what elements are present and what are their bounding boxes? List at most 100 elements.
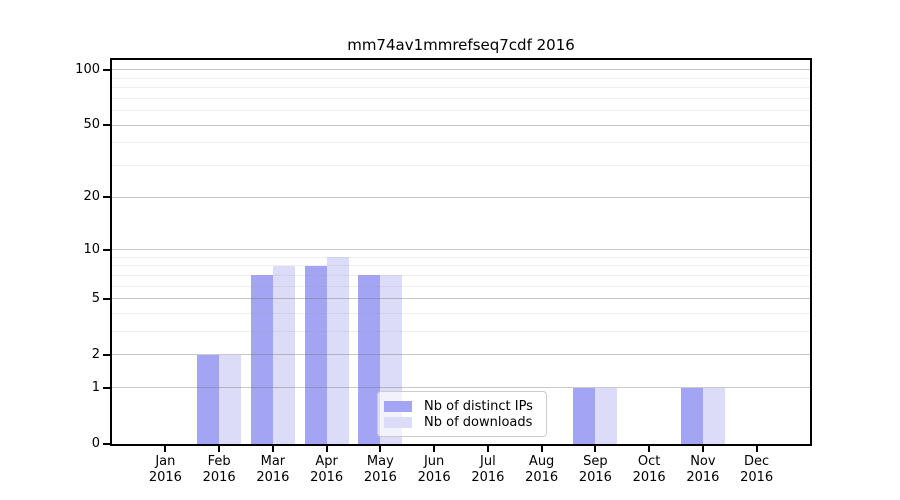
x-axis-tick-jun bbox=[433, 446, 436, 452]
y-axis-tick-20 bbox=[103, 196, 111, 199]
x-tick-month-mar: Mar bbox=[260, 454, 286, 469]
y-tick-label-20: 20 bbox=[83, 189, 100, 205]
gridline-minor-90 bbox=[112, 77, 810, 79]
x-axis-tick-may bbox=[379, 446, 382, 452]
x-tick-month-nov: Nov bbox=[690, 454, 716, 469]
gridline-minor-40 bbox=[112, 142, 810, 144]
legend-label-downloads: Nb of downloads bbox=[424, 415, 533, 430]
gridline-minor-9 bbox=[112, 256, 810, 258]
x-axis-tick-sep bbox=[594, 446, 597, 452]
x-axis-tick-aug bbox=[540, 446, 543, 452]
y-tick-label-2: 2 bbox=[91, 346, 100, 362]
x-axis-tick-dec bbox=[755, 446, 758, 452]
bar-distinct-ips-nov bbox=[680, 387, 703, 444]
gridline-major-10 bbox=[112, 249, 810, 251]
y-tick-label-10: 10 bbox=[83, 241, 100, 257]
gridline-minor-3 bbox=[112, 331, 810, 333]
gridline-major-20 bbox=[112, 196, 810, 198]
x-tick-label-apr: Apr 2016 bbox=[295, 454, 359, 486]
x-tick-month-jun: Jun bbox=[423, 454, 445, 469]
x-tick-year-may: 2016 bbox=[363, 470, 397, 485]
gridline-minor-8 bbox=[112, 265, 810, 267]
x-tick-label-sep: Sep 2016 bbox=[563, 454, 627, 486]
gridline-minor-30 bbox=[112, 165, 810, 167]
bar-downloads-sep bbox=[595, 387, 618, 444]
x-tick-label-jan: Jan 2016 bbox=[133, 454, 197, 486]
x-tick-month-jul: Jul bbox=[480, 454, 496, 469]
x-tick-year-jul: 2016 bbox=[471, 470, 505, 485]
x-tick-month-feb: Feb bbox=[207, 454, 231, 469]
gridline-minor-7 bbox=[112, 274, 810, 276]
y-tick-label-100: 100 bbox=[75, 61, 100, 77]
x-tick-year-dec: 2016 bbox=[740, 470, 774, 485]
legend-item-distinct-ips: Nb of distinct IPs bbox=[384, 399, 538, 414]
x-tick-month-dec: Dec bbox=[744, 454, 770, 469]
x-tick-label-aug: Aug 2016 bbox=[510, 454, 574, 486]
x-tick-month-aug: Aug bbox=[528, 454, 555, 469]
x-axis-tick-apr bbox=[325, 446, 328, 452]
gridline-minor-6 bbox=[112, 285, 810, 287]
x-axis-tick-jan bbox=[164, 446, 167, 452]
legend: Nb of distinct IPs Nb of downloads bbox=[377, 391, 547, 437]
x-tick-year-aug: 2016 bbox=[525, 470, 559, 485]
bar-distinct-ips-sep bbox=[573, 387, 596, 444]
x-tick-month-sep: Sep bbox=[583, 454, 608, 469]
y-axis-tick-10 bbox=[103, 248, 111, 251]
x-tick-year-jun: 2016 bbox=[417, 470, 451, 485]
x-tick-label-jun: Jun 2016 bbox=[402, 454, 466, 486]
bar-downloads-mar bbox=[272, 265, 295, 444]
x-tick-label-may: May 2016 bbox=[348, 454, 412, 486]
y-axis-tick-1 bbox=[103, 386, 111, 389]
bar-distinct-ips-apr bbox=[304, 265, 327, 444]
x-axis-tick-nov bbox=[701, 446, 704, 452]
x-tick-month-jan: Jan bbox=[155, 454, 176, 469]
gridline-major-50 bbox=[112, 124, 810, 126]
y-tick-label-0: 0 bbox=[91, 436, 100, 451]
y-axis-tick-50 bbox=[103, 124, 111, 127]
x-axis-tick-feb bbox=[218, 446, 221, 452]
x-tick-label-mar: Mar 2016 bbox=[241, 454, 305, 486]
x-tick-month-apr: Apr bbox=[315, 454, 338, 469]
plot-area: 0 1 2 5 10 20 50 100 Jan 2016 Feb 2016 Mar 2016 Apr 201… bbox=[75, 58, 812, 485]
x-axis-tick-mar bbox=[271, 446, 274, 452]
bar-downloads-apr bbox=[326, 257, 349, 444]
x-tick-year-apr: 2016 bbox=[310, 470, 344, 485]
legend-label-distinct-ips: Nb of distinct IPs bbox=[424, 399, 533, 414]
x-tick-label-nov: Nov 2016 bbox=[671, 454, 735, 486]
y-axis-tick-2 bbox=[103, 353, 111, 356]
gridline-minor-60 bbox=[112, 110, 810, 112]
y-axis-tick-100 bbox=[103, 68, 111, 71]
gridline-minor-4 bbox=[112, 313, 810, 314]
y-tick-label-1: 1 bbox=[91, 379, 100, 395]
x-tick-year-mar: 2016 bbox=[256, 470, 290, 485]
x-tick-month-oct: Oct bbox=[637, 454, 661, 469]
bar-distinct-ips-may bbox=[358, 275, 381, 444]
x-tick-label-feb: Feb 2016 bbox=[187, 454, 251, 486]
y-axis-tick-0 bbox=[103, 443, 111, 445]
gridline-major-5 bbox=[112, 298, 810, 300]
y-tick-label-50: 50 bbox=[83, 117, 100, 133]
legend-swatch-downloads bbox=[384, 417, 412, 428]
y-tick-label-5: 5 bbox=[91, 290, 100, 306]
x-tick-year-nov: 2016 bbox=[686, 470, 720, 485]
bar-distinct-ips-mar bbox=[250, 275, 273, 444]
x-axis-tick-jul bbox=[486, 446, 489, 452]
x-tick-label-jul: Jul 2016 bbox=[456, 454, 520, 486]
chart-title: mm74av1mmrefseq7cdf 2016 bbox=[347, 36, 575, 54]
y-axis-tick-5 bbox=[103, 297, 111, 300]
gridline-minor-70 bbox=[112, 97, 810, 99]
x-tick-year-oct: 2016 bbox=[632, 470, 666, 485]
x-tick-year-jan: 2016 bbox=[148, 470, 182, 485]
x-tick-label-dec: Dec 2016 bbox=[725, 454, 789, 486]
gridline-major-100 bbox=[112, 69, 810, 71]
gridline-minor-80 bbox=[112, 87, 810, 89]
x-axis-tick-oct bbox=[648, 446, 651, 452]
bar-distinct-ips-feb bbox=[197, 354, 220, 444]
legend-swatch-distinct-ips bbox=[384, 401, 412, 412]
x-tick-year-feb: 2016 bbox=[202, 470, 236, 485]
bar-downloads-nov bbox=[702, 387, 725, 444]
x-tick-label-oct: Oct 2016 bbox=[617, 454, 681, 486]
legend-item-downloads: Nb of downloads bbox=[384, 415, 538, 430]
bar-downloads-feb bbox=[219, 354, 242, 444]
